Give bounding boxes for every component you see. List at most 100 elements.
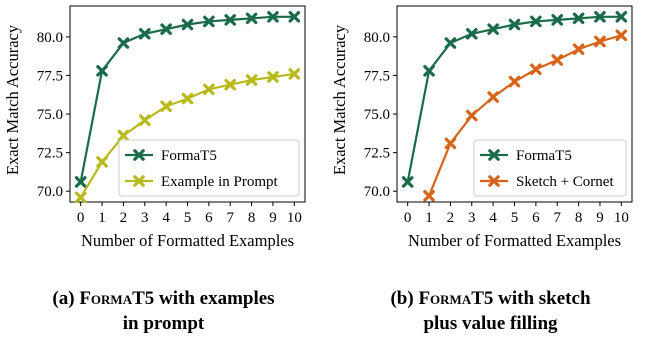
- panel-b-series-1-point-b: [465, 27, 478, 40]
- panel-b-legend-marker-b: [488, 149, 500, 161]
- panel-a-series-2-point: [117, 129, 130, 142]
- panel-a-series-2-point: [224, 78, 237, 91]
- panel-b-legend-marker-b: [488, 175, 500, 187]
- caption-a-name: FormaT5: [79, 288, 155, 309]
- panel-b-xtick-label: 7: [553, 210, 561, 226]
- panel-b-series-2-point: [551, 54, 564, 66]
- panel-a-xtick-label: 6: [205, 210, 213, 226]
- panel-b-series-1-point: [615, 11, 628, 23]
- panel-a-series-1-point-b: [288, 11, 301, 23]
- panel-a-xlabel: Number of Formatted Examples: [81, 231, 294, 250]
- panel-a-series-2-point-b: [74, 191, 87, 204]
- panel-b-xtick-label: 4: [489, 210, 497, 226]
- caption-a: (a) FormaT5 with examples in prompt: [0, 286, 327, 336]
- panel-b-series-1-point-b: [444, 37, 457, 49]
- panel-b-series-1-point: [487, 23, 499, 35]
- panel-b-series-1-point: [594, 11, 606, 23]
- caption-a-line2: in prompt: [122, 313, 205, 334]
- panel-b-series-1-point: [465, 27, 478, 40]
- panel-a-series-1-point: [74, 176, 87, 188]
- panel-b-series-2-point-b: [551, 54, 564, 66]
- panel-b-series-2-point: [444, 137, 457, 150]
- panel-a-ytick-label: 75.0: [37, 107, 63, 123]
- panel-b-series-1-point-b: [615, 11, 628, 23]
- panel-a-xtick-label: 9: [269, 210, 277, 226]
- panel-b-series-1-point-b: [508, 18, 521, 31]
- panel-a-legend-label: Example in Prompt: [161, 174, 278, 190]
- panel-b-ytick-label: 80.0: [364, 30, 390, 46]
- panel-a-series-1-point: [138, 27, 151, 40]
- panel-a-xtick-label: 7: [226, 210, 234, 226]
- panel-b-series-1-point-b: [530, 15, 542, 28]
- panel-b-series-2-line: [428, 34, 622, 197]
- panel-a-series-2-point: [181, 92, 194, 105]
- panel-b-series-1-point-b: [551, 14, 564, 26]
- panel-a-series-1-point-b: [160, 23, 172, 35]
- panel-b-series-2-point: [487, 91, 499, 103]
- panel-a-xtick-label: 8: [248, 210, 256, 226]
- panel-b-ytick-label: 75.0: [364, 107, 390, 123]
- panel-b-ytick-label: 72.5: [364, 146, 390, 162]
- panel-b-legend-label: FormaT5: [516, 148, 572, 164]
- panel-b-series-2-point-b: [465, 109, 478, 122]
- panel-a-xtick-label: 2: [120, 210, 128, 226]
- panel-b-series-1-point: [423, 65, 435, 77]
- caption-b-name: FormaT5: [418, 288, 494, 309]
- panel-b-series-1-point: [551, 14, 564, 26]
- panel-a-xtick-label: 0: [77, 210, 85, 226]
- panel-a-series-1-point-b: [117, 37, 130, 49]
- panel-b-legend-marker: [488, 149, 500, 161]
- caption-a-rest: with examples: [154, 288, 275, 309]
- panel-b-series-1-point: [401, 176, 414, 188]
- panel-b-series-1-point: [444, 37, 457, 49]
- panel-a-series-1-point-b: [96, 65, 108, 77]
- panel-b-legend: FormaT5 Sketch + Cornet: [473, 139, 627, 197]
- panel-a-series-1-point-b: [224, 14, 237, 26]
- panel-b-xtick-label: 3: [468, 210, 476, 226]
- panel-a-ytick-label: 72.5: [37, 146, 63, 162]
- panel-a-xtick-label: 5: [184, 210, 192, 226]
- panel-a-legend-marker: [133, 149, 145, 161]
- panel-b-series-2-point: [423, 190, 435, 202]
- panel-b-xtick-label: 6: [532, 210, 540, 226]
- panel-a-series-1-point: [288, 11, 301, 23]
- panel-b: 0 1 2 3 4 5 6 7 8 9 10 70.0 72.5 75.0 77.5 80.0 Number o…: [330, 5, 633, 250]
- panel-a-xtick-label: 1: [98, 210, 106, 226]
- panel-a-xtick-label: 3: [141, 210, 149, 226]
- panel-b-series-2-point-b: [594, 35, 606, 48]
- panel-b-series-2-point: [572, 43, 585, 56]
- panel-a-xtick-label: 10: [287, 210, 302, 226]
- panel-a-series-2-point: [245, 74, 258, 86]
- panel-a-series-1-point: [224, 14, 237, 26]
- caption-b: (b) FormaT5 with sketch plus value filli…: [327, 286, 654, 336]
- panel-b-xtick-label: 1: [425, 210, 433, 226]
- panel-a-series-1-point-b: [203, 15, 215, 28]
- panel-b-series-2-point-b: [530, 63, 542, 76]
- panel-a-ytick-label: 70.0: [37, 184, 63, 200]
- panel-a-series-1-point: [181, 18, 194, 31]
- panel-b-xlabel: Number of Formatted Examples: [408, 231, 621, 250]
- panel-b-series-1-point-b: [401, 176, 414, 188]
- panel-b-xtick-label: 5: [511, 210, 519, 226]
- panel-a-legend: FormaT5 Example in Prompt: [118, 139, 300, 197]
- caption-a-label: (a): [52, 288, 75, 309]
- panel-b-series-1-point: [508, 18, 521, 31]
- panel-b-series-2-point-b: [508, 75, 521, 88]
- panel-a-legend-marker-b: [133, 149, 145, 161]
- panel-b-legend-box: [473, 139, 627, 197]
- panel-b-series-1-point-b: [423, 65, 435, 77]
- panel-b-series-2-point-b: [444, 137, 457, 150]
- panel-b-series-1-point-b: [572, 12, 585, 25]
- caption-b-line2: plus value filling: [423, 313, 558, 334]
- panel-a-xtick-label: 4: [162, 210, 170, 226]
- panel-b-ytick-label: 70.0: [364, 184, 390, 200]
- panel-b-series-2-point: [615, 29, 628, 42]
- panel-b-series-2-point: [465, 109, 478, 122]
- panel-b-series-1-point: [572, 12, 585, 25]
- panel-a-series-1-point: [160, 23, 172, 35]
- panel-b-xtick-label: 8: [575, 210, 583, 226]
- panel-a-series-2-point-b: [181, 92, 194, 105]
- panel-a-series-1-point: [245, 12, 258, 25]
- panel-b-series-2-point: [530, 63, 542, 76]
